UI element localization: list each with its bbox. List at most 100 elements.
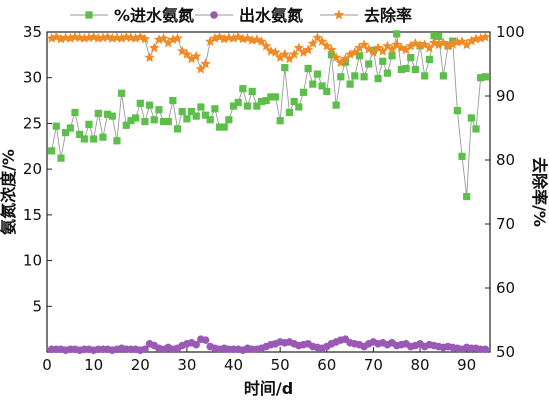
data-point: [197, 103, 205, 111]
x-tick-label: 50: [271, 356, 290, 374]
data-point: [391, 39, 402, 50]
data-point: [327, 51, 336, 59]
data-point: [358, 39, 370, 50]
data-point: [76, 130, 84, 138]
data-point: [316, 36, 328, 47]
data-point: [344, 48, 356, 59]
data-point: [178, 107, 186, 116]
data-point: [150, 116, 158, 124]
data-point: [349, 46, 360, 57]
data-point: [79, 32, 90, 43]
y-left-tick-label: 5: [32, 297, 42, 315]
legend-label: %进水氨氮: [114, 6, 194, 25]
data-point: [428, 37, 440, 48]
x-tick-label: 90: [457, 356, 476, 374]
data-point: [169, 96, 177, 105]
data-point: [453, 107, 461, 115]
data-point: [211, 105, 219, 113]
x-axis-title: 时间/d: [244, 379, 293, 398]
data-point: [360, 73, 368, 81]
data-point: [463, 192, 471, 201]
data-point: [71, 108, 79, 117]
data-point: [355, 52, 364, 60]
data-point: [270, 46, 281, 57]
data-point: [290, 97, 298, 106]
x-tick-label: 10: [84, 356, 103, 374]
data-point: [260, 40, 272, 51]
data-point: [481, 73, 489, 81]
data-point: [312, 32, 323, 43]
data-point: [276, 117, 284, 125]
data-point: [187, 107, 196, 116]
data-point: [66, 124, 74, 132]
data-point: [125, 32, 137, 43]
data-point: [318, 82, 326, 90]
data-point: [307, 38, 319, 48]
data-point: [410, 38, 421, 48]
data-point: [74, 32, 85, 43]
data-point: [127, 117, 135, 125]
y-left-tick-label: 20: [23, 160, 42, 178]
data-point: [299, 88, 308, 96]
data-point: [368, 46, 379, 57]
data-point: [108, 112, 116, 120]
data-point: [90, 135, 98, 143]
y-right-tick-label: 70: [496, 215, 515, 233]
data-point: [284, 53, 295, 64]
legend-marker: [85, 11, 93, 19]
data-point: [414, 39, 426, 50]
data-point: [330, 52, 342, 63]
series-line: [51, 33, 486, 197]
data-point: [332, 101, 340, 109]
data-point: [104, 110, 112, 118]
data-point: [149, 42, 160, 53]
data-point: [139, 33, 151, 44]
data-point: [421, 72, 429, 80]
data-point: [183, 115, 191, 123]
x-tick-label: 70: [364, 356, 383, 374]
series-0: [48, 30, 489, 201]
data-point: [181, 48, 193, 59]
data-point: [388, 52, 396, 60]
data-point: [456, 36, 468, 47]
data-point: [461, 39, 472, 50]
x-tick-label: 30: [177, 356, 196, 374]
data-point: [195, 63, 207, 74]
data-point: [228, 32, 239, 43]
data-point: [442, 40, 454, 51]
data-point: [396, 42, 407, 53]
data-point: [88, 31, 99, 42]
data-point: [372, 42, 384, 53]
data-point: [225, 116, 233, 124]
data-point: [215, 123, 224, 131]
y-axis-left-title: 氨氮浓度/%: [0, 149, 18, 235]
data-point: [121, 31, 132, 42]
data-point: [200, 58, 211, 69]
y-right-tick-label: 80: [496, 151, 515, 169]
data-point: [97, 32, 109, 43]
data-point: [248, 87, 256, 96]
data-point: [458, 152, 466, 160]
data-point: [190, 50, 202, 61]
data-point: [206, 116, 214, 124]
data-point: [141, 345, 149, 354]
data-point: [279, 48, 291, 59]
data-point: [163, 37, 174, 48]
x-tick-label: 80: [411, 356, 430, 374]
data-point: [405, 40, 416, 51]
data-point: [326, 44, 337, 55]
data-point: [447, 38, 458, 49]
y-left-tick-label: 10: [23, 252, 42, 270]
y-left-tick-label: 15: [23, 206, 42, 224]
data-point: [111, 32, 123, 43]
data-point: [363, 43, 374, 54]
data-point: [480, 31, 491, 42]
data-point: [159, 118, 168, 126]
data-point: [321, 40, 333, 51]
data-point: [346, 80, 354, 88]
data-point: [374, 75, 382, 83]
y-left-tick-label: 30: [23, 69, 42, 87]
data-point: [293, 42, 305, 53]
data-point: [337, 73, 345, 81]
